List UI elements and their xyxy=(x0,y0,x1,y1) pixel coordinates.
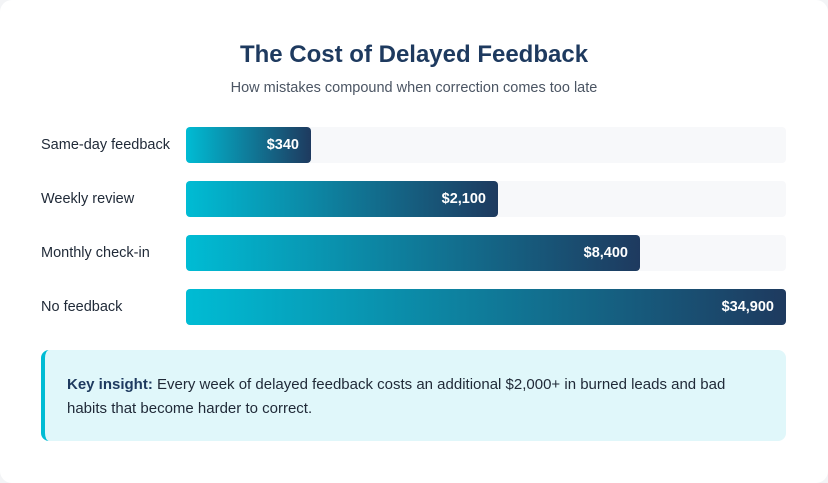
bar-value-label: $8,400 xyxy=(583,245,628,261)
bar xyxy=(186,235,640,271)
bar-label: Monthly check-in xyxy=(41,245,150,261)
chart-title: The Cost of Delayed Feedback xyxy=(239,41,589,68)
bar-value-label: $340 xyxy=(266,137,299,153)
bar xyxy=(186,181,498,217)
bar-value-label: $34,900 xyxy=(721,299,774,315)
bar-chart: Same-day feedback $340 Weekly review $2,100… xyxy=(41,127,786,325)
insight-text: Every week of delayed feedback costs an … xyxy=(67,376,726,417)
insight-label: Key insight: xyxy=(67,376,153,393)
bar xyxy=(186,127,311,163)
bar-label: No feedback xyxy=(41,299,123,315)
bar xyxy=(186,289,786,325)
chart-subtitle: How mistakes compound when correction co… xyxy=(230,80,598,96)
bar-label: Same-day feedback xyxy=(41,137,170,153)
bar-label: Weekly review xyxy=(41,191,135,207)
insight-callout: Key insight: Every week of delayed feedb… xyxy=(41,350,786,441)
bar-value-label: $2,100 xyxy=(441,191,486,207)
